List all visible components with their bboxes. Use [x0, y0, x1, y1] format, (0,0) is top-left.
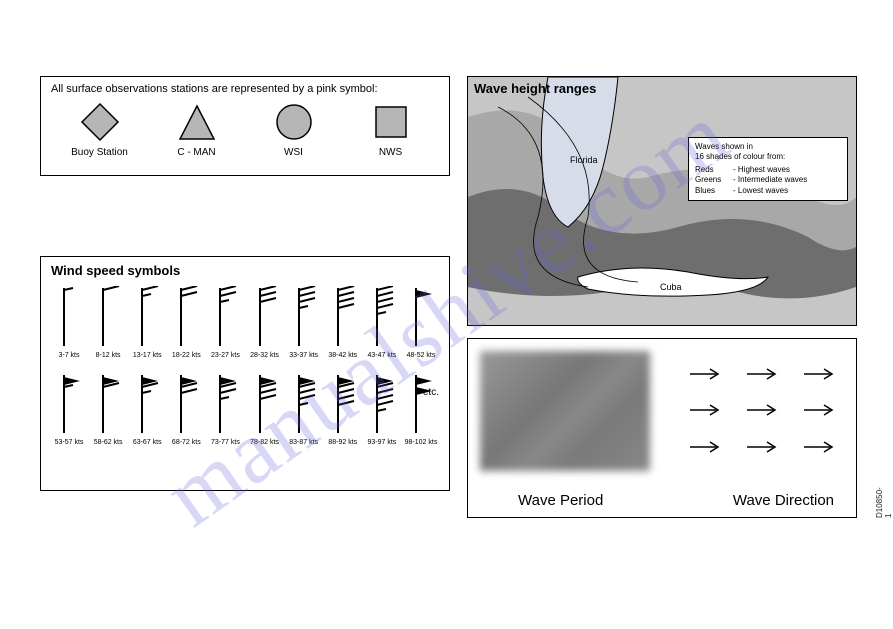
wind-barb: 3-7 kts — [51, 286, 87, 359]
wind-barb: 8-12 kts — [90, 286, 126, 359]
wave-direction-arrows — [678, 357, 848, 467]
wind-barb: 48-52 kts — [403, 286, 439, 359]
direction-arrow — [743, 365, 783, 386]
wind-barb: 43-47 kts — [364, 286, 400, 359]
wind-barb-label: 93-97 kts — [364, 439, 400, 446]
wind-barb: 73-77 kts — [207, 373, 243, 446]
wave-period-label: Wave Period — [518, 492, 603, 509]
wind-barb: 38-42 kts — [325, 286, 361, 359]
wind-barb-label: 83-87 kts — [286, 439, 322, 446]
surface-obs-panel: All surface observations stations are re… — [40, 76, 450, 176]
wind-barb-label: 53-57 kts — [51, 439, 87, 446]
label-florida: Florida — [570, 155, 598, 165]
direction-arrow — [800, 401, 840, 422]
legend-row: Blues- Lowest waves — [695, 186, 841, 196]
wind-barb-label: 68-72 kts — [168, 439, 204, 446]
station-symbol-square: NWS — [351, 101, 431, 158]
legend-line2: 16 shades of colour from: — [695, 152, 841, 162]
wind-etc: etc. — [423, 387, 439, 398]
wind-barb-label: 8-12 kts — [90, 352, 126, 359]
wind-barb: 33-37 kts — [286, 286, 322, 359]
wave-height-title: Wave height ranges — [474, 81, 596, 96]
wind-barb: 78-82 kts — [247, 373, 283, 446]
wind-barb: 93-97 kts — [364, 373, 400, 446]
wind-barb: 18-22 kts — [168, 286, 204, 359]
wave-period-direction-panel: Wave Period Wave Direction — [467, 338, 857, 518]
wind-barb: 68-72 kts — [168, 373, 204, 446]
direction-arrow — [743, 438, 783, 459]
wind-barb: 83-87 kts — [286, 373, 322, 446]
wind-speed-panel: Wind speed symbols 3-7 kts8-12 kts13-17 … — [40, 256, 450, 491]
wind-barb: 58-62 kts — [90, 373, 126, 446]
wind-barb-label: 73-77 kts — [207, 439, 243, 446]
wind-barb-label: 38-42 kts — [325, 352, 361, 359]
wind-barb-label: 33-37 kts — [286, 352, 322, 359]
direction-arrow — [800, 365, 840, 386]
wind-barb-label: 43-47 kts — [364, 352, 400, 359]
wave-height-legend: Waves shown in 16 shades of colour from:… — [688, 137, 848, 201]
direction-arrow — [686, 365, 726, 386]
station-symbol-diamond: Buoy Station — [60, 101, 140, 158]
station-symbol-triangle: C - MAN — [157, 101, 237, 158]
legend-row: Greens- Intermediate waves — [695, 175, 841, 185]
direction-arrow — [800, 438, 840, 459]
station-label: Buoy Station — [60, 147, 140, 158]
wave-height-panel: Wave height ranges Florida Cuba Waves sh… — [467, 76, 857, 326]
wind-barb-label: 98-102 kts — [403, 439, 439, 446]
wind-barb-label: 63-67 kts — [129, 439, 165, 446]
wind-barb-label: 28-32 kts — [247, 352, 283, 359]
wind-barb: 88-92 kts — [325, 373, 361, 446]
wind-barb: 13-17 kts — [129, 286, 165, 359]
wave-period-graphic — [480, 351, 650, 471]
wind-barb-label: 23-27 kts — [207, 352, 243, 359]
direction-arrow — [686, 438, 726, 459]
wind-barb-label: 3-7 kts — [51, 352, 87, 359]
station-label: NWS — [351, 147, 431, 158]
wind-speed-title: Wind speed symbols — [51, 263, 439, 278]
wind-barb: 28-32 kts — [247, 286, 283, 359]
document-id: D10850-1 — [875, 487, 893, 518]
station-symbol-circle: WSI — [254, 101, 334, 158]
label-cuba: Cuba — [658, 282, 684, 292]
wind-barb-label: 58-62 kts — [90, 439, 126, 446]
direction-arrow — [743, 401, 783, 422]
station-label: WSI — [254, 147, 334, 158]
wind-barb: 23-27 kts — [207, 286, 243, 359]
station-label: C - MAN — [157, 147, 237, 158]
surface-obs-heading: All surface observations stations are re… — [51, 83, 439, 95]
wind-barb-label: 78-82 kts — [247, 439, 283, 446]
wind-barb: 53-57 kts — [51, 373, 87, 446]
legend-line1: Waves shown in — [695, 142, 841, 152]
wind-barb-label: 88-92 kts — [325, 439, 361, 446]
wind-barb: 63-67 kts — [129, 373, 165, 446]
wind-barb: 98-102 kts — [403, 373, 439, 446]
direction-arrow — [686, 401, 726, 422]
wind-barb-label: 13-17 kts — [129, 352, 165, 359]
legend-row: Reds- Highest waves — [695, 165, 841, 175]
wind-barb-label: 18-22 kts — [168, 352, 204, 359]
wind-barb-label: 48-52 kts — [403, 352, 439, 359]
wave-direction-label: Wave Direction — [733, 492, 834, 509]
